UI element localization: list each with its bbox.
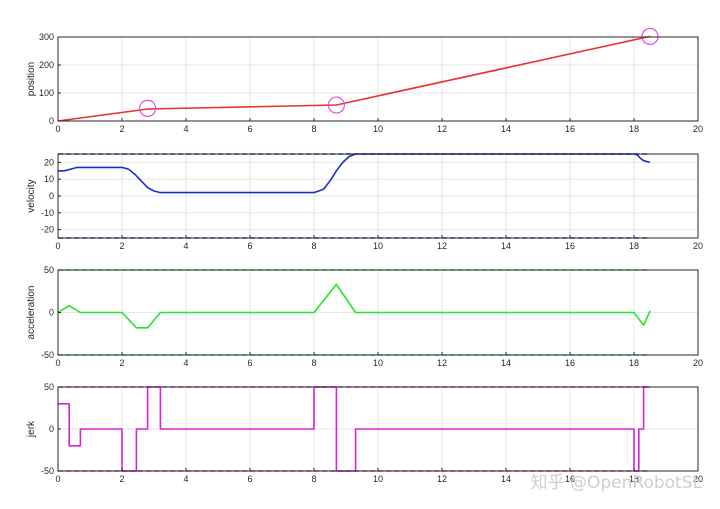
x-tick-label: 8 (311, 241, 316, 251)
x-tick-label: 12 (437, 358, 447, 368)
subplot-velocity: 0 2 4 6 8 10 12 14 16 18 20 -20 -10 0 10 20 velocity (26, 154, 703, 251)
x-tick-label: 0 (55, 474, 60, 484)
y-tick-label: 50 (44, 265, 54, 275)
x-tick-label: 2 (119, 124, 124, 134)
x-tick-label: 14 (501, 241, 511, 251)
x-tick-label: 0 (55, 124, 60, 134)
x-tick-label: 4 (183, 241, 188, 251)
x-tick-label: 10 (373, 358, 383, 368)
x-tick-label: 12 (437, 124, 447, 134)
x-tick-label: 14 (501, 124, 511, 134)
x-tick-label: 18 (629, 124, 639, 134)
y-tick-label: -20 (41, 225, 54, 235)
y-axis-label: acceleration (26, 286, 37, 340)
x-tick-label: 20 (693, 358, 703, 368)
x-tick-label: 0 (55, 241, 60, 251)
y-axis-label: jerk (26, 420, 37, 438)
x-tick-label: 16 (565, 124, 575, 134)
x-tick-label: 20 (693, 124, 703, 134)
y-tick-label: 50 (44, 382, 54, 392)
x-tick-label: 4 (183, 124, 188, 134)
y-tick-label: 300 (39, 32, 54, 42)
x-tick-label: 4 (183, 358, 188, 368)
y-tick-label: -10 (41, 208, 54, 218)
watermark-text: 知乎 @OpenRobotSL (531, 473, 703, 493)
x-tick-label: 8 (311, 124, 316, 134)
x-tick-label: 10 (373, 124, 383, 134)
y-tick-label: 0 (49, 191, 54, 201)
x-tick-label: 2 (119, 474, 124, 484)
x-tick-label: 18 (629, 358, 639, 368)
x-tick-label: 6 (247, 474, 252, 484)
x-tick-label: 10 (373, 241, 383, 251)
y-tick-label: 0 (49, 424, 54, 434)
x-tick-label: 6 (247, 358, 252, 368)
y-axis-label: velocity (26, 179, 37, 212)
x-tick-label: 0 (55, 358, 60, 368)
x-tick-label: 4 (183, 474, 188, 484)
x-tick-label: 6 (247, 124, 252, 134)
y-tick-label: 100 (39, 88, 54, 98)
x-tick-label: 20 (693, 241, 703, 251)
x-tick-label: 8 (311, 358, 316, 368)
y-tick-label: 20 (44, 157, 54, 167)
y-tick-label: 0 (49, 308, 54, 318)
x-tick-label: 12 (437, 241, 447, 251)
y-tick-label: 200 (39, 60, 54, 70)
x-tick-label: 6 (247, 241, 252, 251)
x-tick-label: 16 (565, 241, 575, 251)
x-tick-label: 8 (311, 474, 316, 484)
y-tick-label: 10 (44, 174, 54, 184)
y-axis-label: position (26, 62, 37, 96)
x-tick-label: 10 (373, 474, 383, 484)
x-tick-label: 18 (629, 241, 639, 251)
y-tick-label: -50 (41, 350, 54, 360)
y-tick-label: -50 (41, 466, 54, 476)
x-tick-label: 16 (565, 358, 575, 368)
x-tick-label: 14 (501, 358, 511, 368)
x-tick-label: 2 (119, 241, 124, 251)
x-tick-label: 2 (119, 358, 124, 368)
y-tick-label: 0 (49, 116, 54, 126)
x-tick-label: 12 (437, 474, 447, 484)
x-tick-label: 14 (501, 474, 511, 484)
